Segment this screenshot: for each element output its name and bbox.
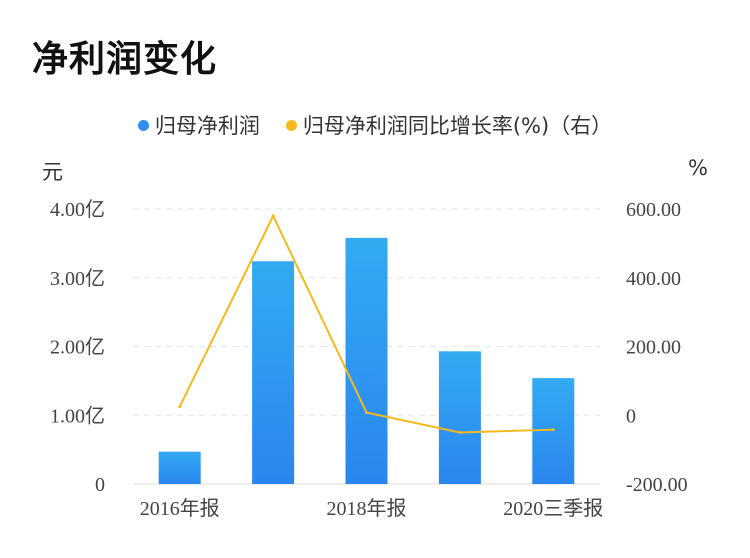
legend-label-growth-rate: 归母净利润同比增长率(%)（右） [302,114,613,138]
line-series [178,213,555,434]
left-tick-label: 4.00亿 [50,198,105,221]
legend-label-net-profit: 归母净利润 [154,114,260,138]
bar [345,237,388,484]
x-tick-label: 2016年报 [140,497,220,520]
left-axis-unit: 元 [42,160,63,184]
bar [158,451,201,484]
bar-series [158,237,575,484]
right-tick-label: -200.00 [626,474,688,496]
line-point [178,405,182,409]
line-point [365,411,368,414]
chart-legend: 归母净利润 归母净利润同比增长率(%)（右） [0,110,750,140]
left-tick-label: 3.00亿 [50,267,105,290]
chart-title: 净利润变化 [32,39,218,80]
legend-item-growth-rate[interactable]: 归母净利润同比增长率(%)（右） [285,110,613,140]
line-point [458,430,462,434]
legend-dot-growth-rate [285,119,297,131]
bar [252,261,295,484]
line-point [271,214,275,218]
x-axis-ticks: 2016年报 2018年报 2020三季报 [140,497,604,520]
x-tick-label: 2020三季报 [503,497,603,520]
x-tick-label: 2018年报 [327,497,407,520]
right-tick-label: 0 [626,405,636,427]
left-axis-ticks: 0 1.00亿 2.00亿 3.00亿 4.00亿 [50,198,105,496]
legend-dot-net-profit [137,119,149,131]
left-tick-label: 2.00亿 [50,336,105,359]
right-tick-label: 200.00 [626,337,681,359]
bar [438,351,481,484]
legend-item-net-profit[interactable]: 归母净利润 [137,110,260,140]
line-point [551,428,555,432]
right-axis-unit: % [688,156,708,180]
right-tick-label: 600.00 [626,199,681,221]
left-tick-label: 0 [95,474,105,496]
right-axis-ticks: -200.00 0 200.00 400.00 600.00 [626,199,688,496]
right-tick-label: 400.00 [626,268,681,290]
left-tick-label: 1.00亿 [50,404,105,427]
